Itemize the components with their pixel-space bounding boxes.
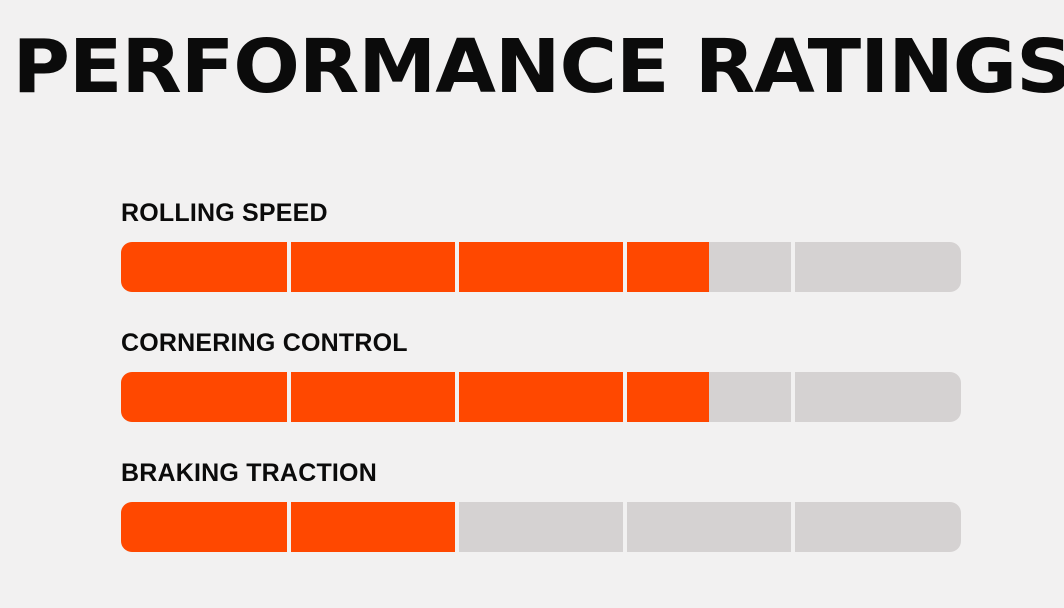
rating-bar	[121, 502, 961, 552]
bar-divider	[287, 242, 291, 292]
page-title: PERFORMANCE RATINGS	[12, 24, 1064, 110]
rating-label: BRAKING TRACTION	[121, 459, 377, 487]
rating-bar	[121, 372, 961, 422]
bar-divider	[287, 502, 291, 552]
bar-divider	[287, 372, 291, 422]
bar-divider	[455, 502, 459, 552]
rating-label: CORNERING CONTROL	[121, 329, 408, 357]
bar-divider	[791, 242, 795, 292]
bar-divider	[455, 372, 459, 422]
rating-bar	[121, 242, 961, 292]
bar-divider	[623, 502, 627, 552]
bar-divider	[455, 242, 459, 292]
rating-label: ROLLING SPEED	[121, 199, 328, 227]
bar-divider	[791, 372, 795, 422]
bar-divider	[791, 502, 795, 552]
rating-bar-fill	[121, 242, 709, 292]
rating-bar-fill	[121, 372, 709, 422]
bar-divider	[623, 242, 627, 292]
bar-divider	[623, 372, 627, 422]
